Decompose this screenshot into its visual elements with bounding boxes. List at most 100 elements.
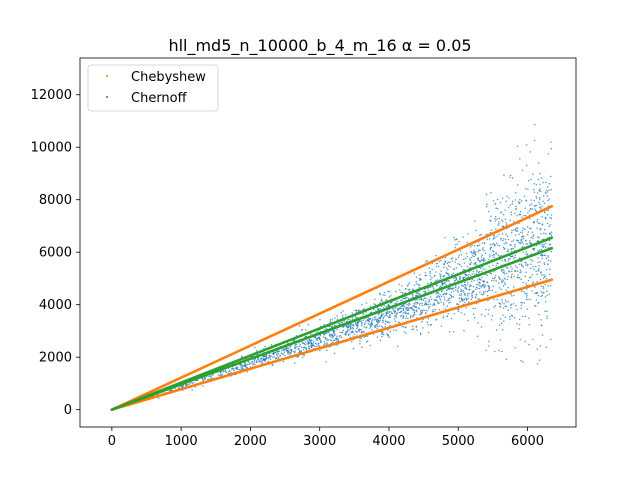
scatter-point: [271, 356, 274, 358]
scatter-point: [230, 371, 232, 374]
scatter-point: [317, 344, 319, 346]
scatter-point: [476, 279, 479, 281]
scatter-point: [501, 301, 504, 304]
scatter-point: [229, 370, 231, 372]
scatter-point: [480, 293, 483, 295]
scatter-point: [362, 313, 365, 315]
scatter-point: [541, 223, 544, 225]
scatter-point: [301, 356, 304, 359]
scatter-point: [387, 333, 389, 336]
scatter-point: [525, 282, 527, 285]
scatter-point: [510, 231, 513, 234]
scatter-point: [495, 264, 498, 267]
scatter-point: [519, 231, 522, 234]
scatter-point: [550, 231, 553, 233]
scatter-point: [444, 260, 446, 262]
scatter-point: [440, 277, 442, 279]
scatter-point: [456, 238, 458, 240]
scatter-point: [485, 205, 488, 208]
scatter-point: [265, 357, 268, 360]
scatter-point: [546, 195, 549, 198]
scatter-point: [493, 350, 496, 353]
scatter-point: [325, 361, 327, 363]
scatter-point: [546, 214, 549, 216]
scatter-point: [536, 348, 538, 350]
scatter-point: [290, 348, 293, 351]
scatter-point: [382, 313, 385, 315]
scatter-point: [277, 356, 279, 358]
scatter-point: [427, 324, 429, 326]
scatter-point: [504, 305, 506, 307]
scatter-point: [443, 299, 446, 301]
scatter-point: [503, 302, 505, 305]
scatter-point: [479, 291, 481, 293]
scatter-point: [510, 244, 512, 246]
scatter-point: [378, 325, 381, 327]
scatter-point: [298, 349, 301, 352]
scatter-point: [259, 359, 261, 361]
scatter-point: [516, 276, 519, 279]
scatter-point: [525, 298, 528, 301]
scatter-point: [503, 320, 505, 322]
scatter-point: [545, 192, 547, 195]
scatter-point: [442, 293, 445, 296]
scatter-point: [520, 260, 522, 263]
scatter-point: [503, 269, 505, 272]
scatter-point: [376, 321, 379, 324]
scatter-point: [529, 267, 532, 269]
x-tick-label: 1000: [165, 434, 198, 449]
scatter-point: [540, 207, 542, 209]
scatter-point: [171, 389, 173, 391]
scatter-point: [404, 305, 406, 308]
scatter-point: [525, 250, 527, 253]
scatter-point: [536, 363, 539, 365]
scatter-point: [546, 317, 548, 320]
scatter-point: [507, 300, 509, 303]
scatter-point: [473, 279, 475, 282]
scatter-point: [307, 323, 310, 326]
scatter-point: [422, 299, 425, 301]
scatter-point: [521, 301, 524, 304]
scatter-point: [543, 202, 546, 205]
scatter-point: [342, 316, 344, 318]
scatter-point: [528, 317, 530, 319]
scatter-point: [514, 256, 516, 258]
scatter-point: [545, 218, 547, 220]
scatter-point: [500, 288, 502, 290]
scatter-point: [380, 312, 383, 314]
scatter-point: [369, 326, 372, 328]
scatter-point: [539, 228, 541, 231]
scatter-point: [534, 292, 536, 295]
scatter-point: [512, 248, 515, 250]
scatter-point: [536, 192, 539, 194]
scatter-point: [490, 192, 492, 194]
scatter-point: [453, 313, 456, 315]
scatter-point: [436, 279, 439, 281]
scatter-point: [276, 351, 278, 353]
scatter-point: [538, 236, 540, 239]
scatter-point: [350, 323, 352, 326]
scatter-point: [250, 362, 252, 364]
scatter-point: [454, 244, 457, 246]
scatter-point: [536, 236, 539, 238]
scatter-point: [518, 202, 521, 205]
scatter-point: [450, 294, 452, 297]
scatter-point: [418, 304, 421, 306]
scatter-point: [428, 289, 430, 292]
scatter-point: [515, 205, 517, 208]
scatter-point: [482, 259, 484, 261]
scatter-point: [355, 309, 358, 312]
scatter-point: [472, 285, 475, 288]
scatter-point: [498, 222, 500, 225]
scatter-point: [507, 275, 509, 278]
scatter-point: [402, 315, 405, 317]
scatter-point: [530, 178, 532, 181]
scatter-point: [545, 346, 548, 349]
scatter-point: [287, 351, 289, 354]
scatter-point: [537, 222, 540, 225]
scatter-point: [550, 175, 552, 178]
scatter-point: [293, 351, 295, 353]
scatter-point: [312, 342, 314, 344]
scatter-point: [391, 308, 394, 310]
scatter-point: [265, 354, 268, 356]
